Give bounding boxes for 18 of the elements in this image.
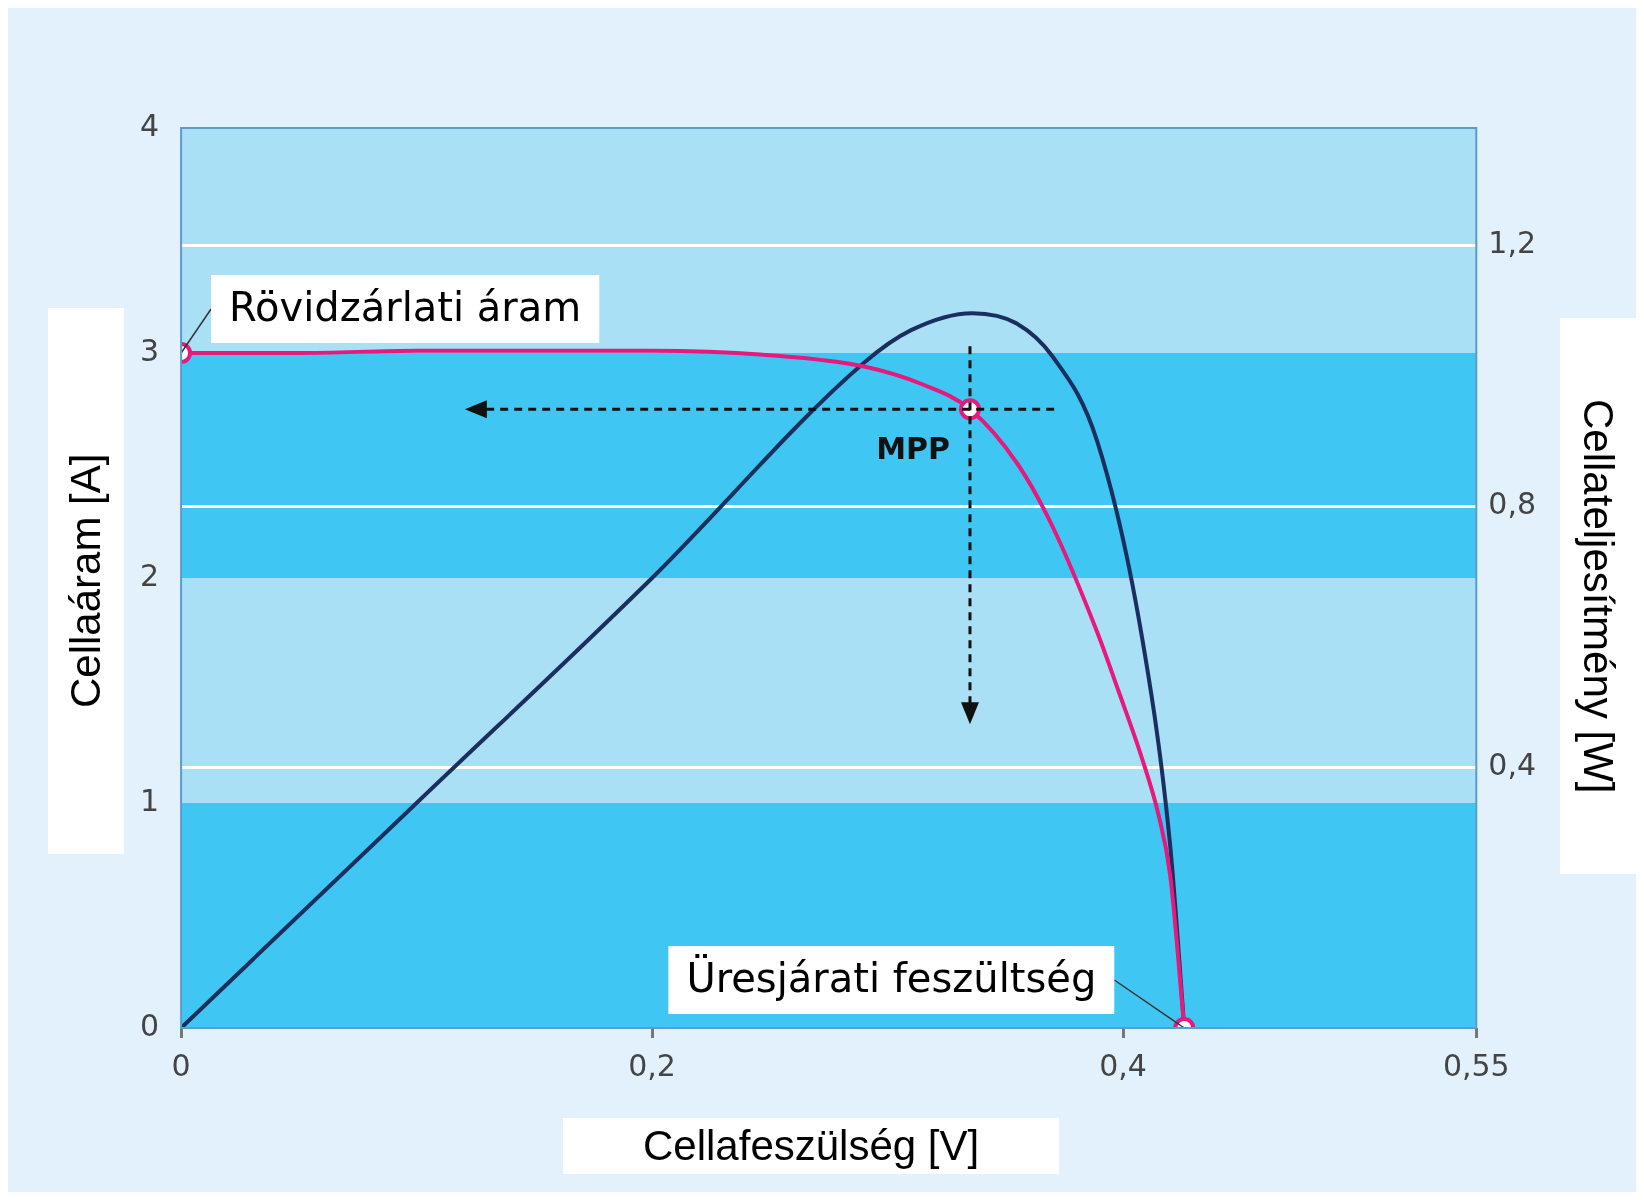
y2-tick-label: 0,4	[1488, 746, 1537, 782]
y-tick-label: 1	[139, 782, 160, 818]
y2-tick-label: 0,8	[1488, 486, 1537, 522]
x-tick-label: 0,55	[1442, 1047, 1510, 1083]
annotation: Rövidzárlati áram	[229, 284, 582, 331]
y-tick-label: 4	[139, 107, 160, 143]
y-tick-label: 2	[139, 557, 160, 593]
y-tick-label: 0	[139, 1007, 160, 1043]
y2-axis-title: Cellateljesítmény [W]	[1560, 318, 1636, 874]
y-axis-title: Cellaáram [A]	[48, 308, 124, 854]
y2-tick-label: 1,2	[1488, 225, 1537, 261]
x-axis-title: Cellafeszülség [V]	[563, 1118, 1060, 1174]
x-tick-label: 0,4	[1099, 1047, 1147, 1083]
x-tick-label: 0	[171, 1047, 191, 1083]
y-tick-label: 3	[139, 332, 160, 368]
annotation: MPP	[876, 431, 950, 467]
x-tick-label: 0,2	[628, 1047, 676, 1083]
annotation: Üresjárati feszültség	[686, 954, 1097, 1002]
